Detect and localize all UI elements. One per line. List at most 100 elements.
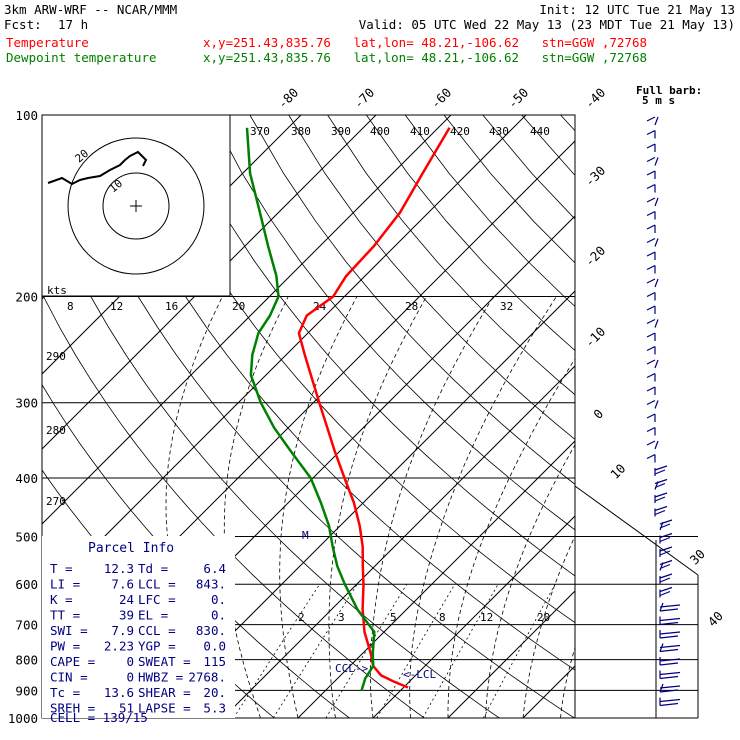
wind-barb [646, 372, 656, 382]
mixing-ratio-line [325, 583, 408, 718]
wind-barb [659, 697, 681, 707]
barb-legend-title: Full barb: [636, 84, 702, 97]
wind-barb [646, 399, 659, 409]
mixing-ratio-label: 20 [537, 611, 550, 624]
dry-adiabat-line [42, 189, 500, 718]
hodograph-trace [47, 150, 148, 186]
parcel-info-cell: 830. [196, 623, 226, 638]
mixing-ratio-line [273, 583, 358, 718]
wind-barb [646, 291, 656, 301]
legend-temperature: Temperature [6, 35, 89, 50]
theta-label: 440 [530, 125, 550, 138]
wind-barb [659, 532, 673, 544]
wind-barb [646, 143, 656, 152]
wind-barb [659, 546, 673, 557]
isotherm-line [42, 115, 452, 525]
dry-adiabat-line [404, 115, 575, 307]
frame-extension [574, 485, 699, 719]
dry-adiabat-line [482, 115, 575, 220]
pressure-tick-label: 500 [15, 530, 38, 545]
parcel-info-row: CAPE = 0 SWEAT = 115 [50, 654, 226, 669]
hodograph: 10 20 kts [41, 114, 231, 297]
theta-label-270: 270 [46, 495, 66, 508]
wind-barb [659, 683, 681, 693]
wind-barb [646, 413, 656, 422]
mixing-ratio-line [233, 583, 320, 718]
parcel-info-cell: 7.9 [111, 623, 134, 638]
wind-barb [646, 156, 659, 166]
wind-barb [646, 237, 659, 247]
parcel-info-cell: Tc = [50, 685, 80, 700]
parcel-info-cell: EL = [138, 608, 168, 623]
parcel-info-row: SWI = 7.9 CCL = 830. [50, 623, 226, 638]
parcel-info-title: Parcel Info [88, 541, 174, 556]
parcel-info-cell: HWBZ = [138, 670, 183, 685]
wind-barb [659, 630, 681, 639]
speed-label: 8 [67, 300, 74, 313]
mixing-ratio-label: 5 [390, 611, 397, 624]
valid-time: Valid: 05 UTC Wed 22 May 13 (23 MDT Tue … [359, 17, 735, 32]
barb-legend-unit: 5 m s [642, 94, 675, 107]
mixing-ratio-label: 12 [480, 611, 493, 624]
parcel-info-cell: 6.4 [203, 561, 226, 576]
mixing-ratio-line [422, 584, 499, 718]
parcel-info-cell: CAPE = [50, 654, 95, 669]
parcel-info-cell: 2.23 [104, 639, 134, 654]
hodograph-units: kts [47, 284, 67, 297]
wind-barb [659, 559, 673, 571]
moist-adiabat-line [598, 297, 740, 719]
legend-dewpoint: Dewpoint temperature [6, 50, 157, 65]
isotherm-label: -20 [582, 243, 609, 270]
wind-barb [654, 478, 668, 490]
lcl-marker: <-LCL [403, 668, 436, 681]
parcel-info-row: T = 12.3 Td = 6.4 [50, 561, 226, 576]
parcel-info-cell: 0.0 [203, 639, 226, 654]
parcel-info-row: TT = 39 EL = 0. [50, 608, 226, 623]
parcel-info-row: SREH = 51 LAPSE = 5.3 [50, 701, 226, 716]
parcel-info-cell: 7.6 [111, 577, 134, 592]
parcel-info-cell: 12.3 [104, 561, 134, 576]
parcel-info-cell: LFC = [138, 592, 176, 607]
wind-barb [646, 251, 656, 260]
theta-labels-top: 370 380 390 400 410 420 430 440 [250, 125, 550, 138]
mixing-ratio-label: 8 [439, 611, 446, 624]
mixing-ratio-line [376, 583, 456, 718]
parcel-info-cell: SWI = [50, 623, 88, 638]
background-lines [42, 115, 740, 719]
parcel-info-cell: LAPSE = [138, 701, 191, 716]
temperature-trace [297, 127, 451, 689]
speed-axis-labels: 8 12 16 20 24 28 32 [67, 300, 513, 313]
wind-barb [646, 453, 656, 463]
moist-adiabat-line [447, 358, 575, 718]
speed-label: 16 [165, 300, 178, 313]
isotherm-line [147, 290, 575, 718]
isotherm-label: -10 [582, 324, 609, 351]
wind-barb [646, 183, 656, 193]
parcel-info-cell: 39 [119, 608, 134, 623]
parcel-info-cell: 843. [196, 577, 226, 592]
parcel-info-cell: SWEAT = [138, 654, 191, 669]
wind-barb [646, 224, 656, 233]
parcel-info-cell: SREH = [50, 701, 95, 716]
mixing-ratio-label: 3 [338, 611, 345, 624]
parcel-info-cell: LI = [50, 577, 80, 592]
wind-barb [646, 345, 656, 355]
parcel-info-cell: 0. [211, 608, 226, 623]
parcel-info-cell: 115 [203, 654, 226, 669]
parcel-info-cell: Td = [138, 561, 168, 576]
moist-adiabat-line [485, 444, 575, 718]
dry-adiabat-line [288, 115, 575, 440]
parcel-info-cell: T = [50, 561, 73, 576]
parcel-info-panel: Parcel Info T = 12.3 Td = 6.4 LI = 7.6 LCL = 84… [42, 536, 235, 725]
speed-label: 28 [405, 300, 418, 313]
parcel-info-cell: 51 [119, 701, 134, 716]
wind-barb [654, 492, 668, 503]
forecast-label: Fcst: [4, 17, 42, 32]
hodograph-ring-20 [67, 137, 205, 275]
wind-barb [646, 318, 659, 328]
dry-adiabat-line [55, 115, 575, 718]
pressure-tick-label: 600 [15, 577, 38, 592]
m-marker: M [302, 529, 309, 542]
wind-barb [659, 643, 681, 653]
isotherm-line [447, 590, 575, 718]
